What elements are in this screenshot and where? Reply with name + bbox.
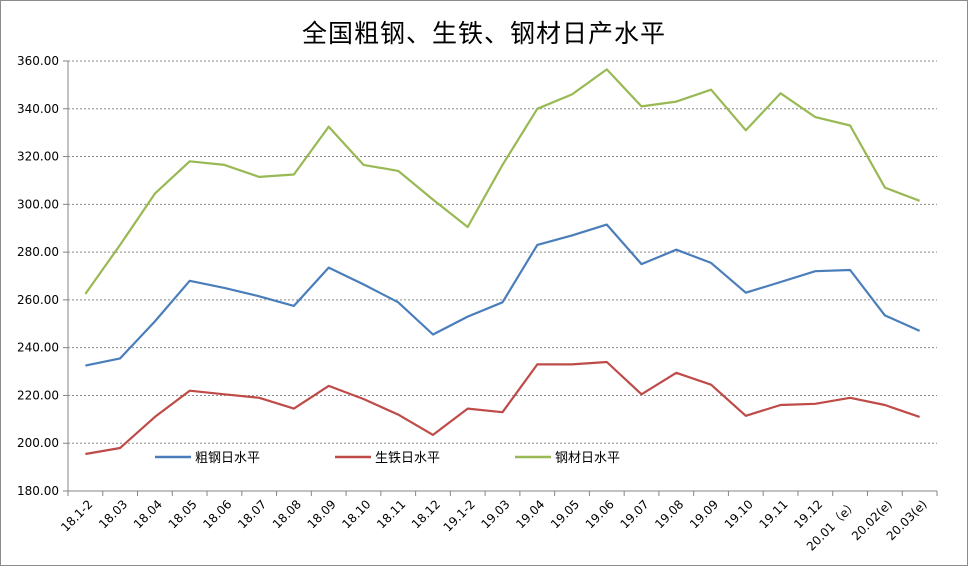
y-tick-label: 260.00 xyxy=(17,293,59,307)
x-tick-labels: 18.1-2 18.03 18.04 18.05 18.06 18.07 18.08 18.0… xyxy=(58,497,929,553)
x-tick-label: 18.06 xyxy=(200,497,234,531)
x-tick-label: 18.12 xyxy=(409,497,443,531)
series-line-3 xyxy=(84,68,920,295)
legend: 粗钢日水平 生铁日水平 钢材日水平 xyxy=(155,451,620,466)
y-tick-label: 360.00 xyxy=(17,54,59,68)
series-line-1 xyxy=(85,223,921,367)
x-tick-label: 18.11 xyxy=(374,497,408,531)
x-tick-label: 19.10 xyxy=(722,497,756,531)
x-tick-label: 19.06 xyxy=(583,497,617,531)
y-tick-label: 340.00 xyxy=(17,102,59,116)
gridlines xyxy=(68,60,937,444)
legend-label-3: 钢材日水平 xyxy=(555,451,620,466)
x-tick-label: 18.08 xyxy=(270,497,304,531)
x-tick-label: 18.05 xyxy=(166,497,200,531)
x-tick-label: 18.07 xyxy=(235,497,269,531)
y-tick-label: 300.00 xyxy=(17,197,59,211)
y-tick-label: 240.00 xyxy=(17,341,59,355)
x-tick-label: 19.08 xyxy=(652,497,686,531)
x-tick-label: 19.03 xyxy=(478,497,512,531)
y-tick-label: 200.00 xyxy=(17,436,59,450)
y-tick-label: 320.00 xyxy=(17,150,59,164)
x-tick-label: 19.11 xyxy=(757,497,791,531)
series-lines xyxy=(84,68,921,456)
series-line-2 xyxy=(85,360,920,456)
x-tick-label: 18.1-2 xyxy=(58,497,95,534)
axes xyxy=(63,60,938,496)
y-tick-label: 180.00 xyxy=(17,484,59,498)
x-tick-label: 18.04 xyxy=(131,497,165,531)
x-tick-label: 19.07 xyxy=(617,497,651,531)
chart-title: 全国粗钢、生铁、钢材日产水平 xyxy=(301,19,666,48)
x-tick-label: 19.09 xyxy=(687,497,721,531)
y-tick-labels: 180.00 200.00 220.00 240.00 260.00 280.00 300.… xyxy=(17,54,59,498)
x-tick-label: 19.1-2 xyxy=(441,497,478,534)
y-tick-label: 220.00 xyxy=(17,388,59,402)
x-tick-label: 18.03 xyxy=(96,497,130,531)
x-tick-label: 18.10 xyxy=(339,497,373,531)
legend-label-2: 生铁日水平 xyxy=(375,451,440,466)
x-tick-label: 19.04 xyxy=(513,497,547,531)
legend-label-1: 粗钢日水平 xyxy=(195,451,260,466)
y-tick-label: 280.00 xyxy=(17,245,59,259)
x-tick-label: 19.05 xyxy=(548,497,582,531)
x-tick-label: 18.09 xyxy=(305,497,339,531)
